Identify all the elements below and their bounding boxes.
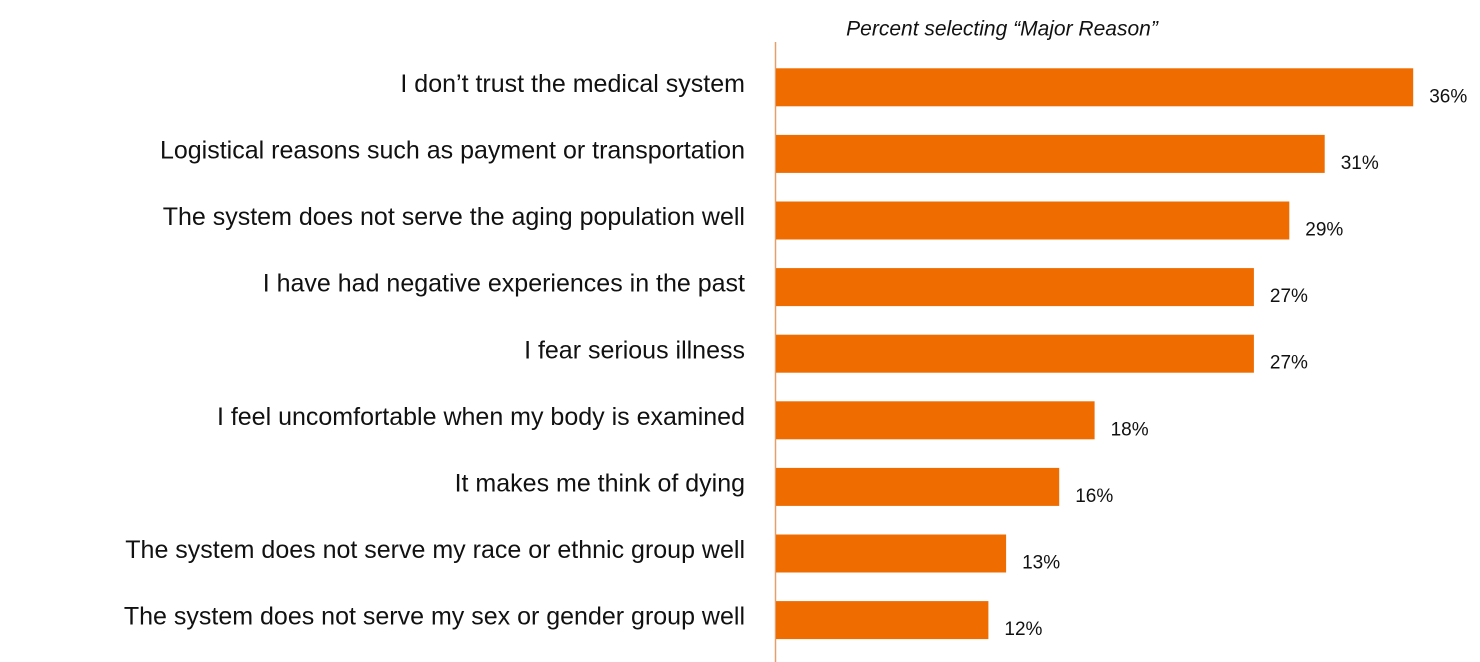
category-label: The system does not serve the aging popu… <box>163 203 745 231</box>
value-label: 27% <box>1270 286 1308 307</box>
value-label: 29% <box>1305 220 1343 241</box>
category-label: I feel uncomfortable when my body is exa… <box>217 403 745 431</box>
category-label: The system does not serve my sex or gend… <box>124 603 745 631</box>
bar <box>776 134 1325 173</box>
bar <box>776 268 1254 307</box>
chart-subtitle: Percent selecting “Major Reason” <box>846 18 1159 41</box>
value-label: 27% <box>1270 353 1308 374</box>
bar <box>776 68 1414 107</box>
bar <box>776 467 1060 506</box>
bar <box>776 601 989 640</box>
value-label: 18% <box>1111 419 1149 440</box>
value-label: 16% <box>1075 486 1113 507</box>
category-label: The system does not serve my race or eth… <box>125 536 745 564</box>
value-label: 36% <box>1429 86 1467 107</box>
category-label: I have had negative experiences in the p… <box>263 270 745 298</box>
bar <box>776 201 1290 240</box>
value-label: 31% <box>1341 153 1379 174</box>
category-label: Logistical reasons such as payment or tr… <box>160 137 745 165</box>
bar <box>776 534 1007 573</box>
value-label: 13% <box>1022 553 1060 574</box>
category-label: I don’t trust the medical system <box>400 70 745 98</box>
category-label: It makes me think of dying <box>455 470 745 498</box>
value-label: 12% <box>1004 619 1042 640</box>
bar <box>776 334 1254 373</box>
category-label: I fear serious illness <box>524 336 745 364</box>
bar <box>776 401 1095 440</box>
